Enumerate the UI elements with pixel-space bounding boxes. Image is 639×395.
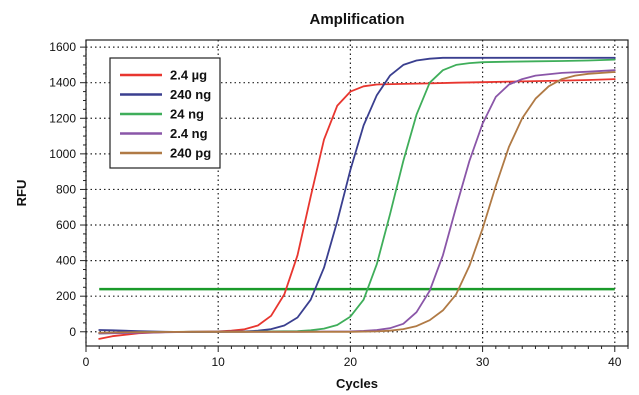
x-tick-label: 30 xyxy=(476,355,490,369)
y-tick-label: 1000 xyxy=(49,147,76,161)
chart-title: Amplification xyxy=(309,11,404,28)
y-tick-label: 1600 xyxy=(49,40,76,54)
x-tick-label: 10 xyxy=(212,355,226,369)
y-tick-label: 1400 xyxy=(49,76,76,90)
legend-entry-label: 24 ng xyxy=(170,107,204,122)
series-line xyxy=(98,71,616,334)
x-tick-label: 0 xyxy=(83,355,90,369)
y-axis-title: RFU xyxy=(14,180,29,207)
x-tick-label: 20 xyxy=(344,355,358,369)
legend-entry-label: 240 ng xyxy=(170,87,211,102)
legend-entry-label: 240 pg xyxy=(170,146,211,161)
y-tick-label: 1200 xyxy=(49,111,76,125)
legend-entry-label: 2.4 µg xyxy=(170,68,207,83)
y-tick-label: 400 xyxy=(56,254,76,268)
x-axis-title: Cycles xyxy=(336,376,378,391)
x-tick-label: 40 xyxy=(608,355,622,369)
y-tick-label: 800 xyxy=(56,182,76,196)
y-tick-label: 600 xyxy=(56,218,76,232)
y-tick-label: 200 xyxy=(56,289,76,303)
legend-entry-label: 2.4 ng xyxy=(170,126,208,141)
y-tick-label: 0 xyxy=(69,325,76,339)
